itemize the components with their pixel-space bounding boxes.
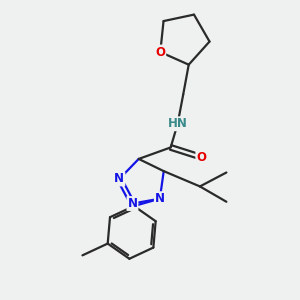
Text: N: N — [155, 192, 165, 205]
Text: O: O — [155, 46, 165, 59]
Text: N: N — [128, 197, 137, 210]
Text: HN: HN — [168, 117, 188, 130]
Text: O: O — [196, 151, 206, 164]
Text: N: N — [114, 172, 124, 185]
